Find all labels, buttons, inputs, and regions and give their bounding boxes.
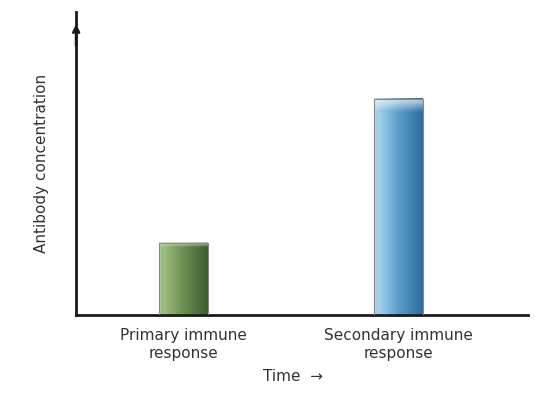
Text: Antibody concentration: Antibody concentration: [34, 74, 50, 253]
Text: Secondary immune
response: Secondary immune response: [324, 328, 473, 360]
Bar: [159, 243, 208, 315]
Text: Primary immune
response: Primary immune response: [120, 328, 247, 360]
Bar: [374, 99, 423, 315]
Text: Time  →: Time →: [263, 369, 323, 384]
